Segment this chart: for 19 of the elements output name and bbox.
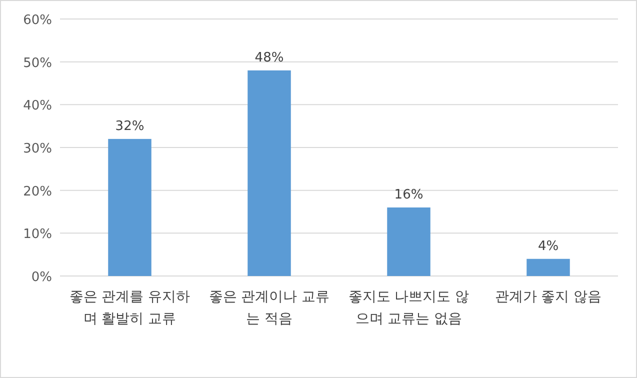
x-tick-label: 좋은 관계를 유지하며 활발히 교류 — [68, 288, 192, 329]
data-label: 16% — [394, 187, 424, 202]
bar — [248, 70, 291, 276]
y-tick-label: 20% — [23, 184, 52, 200]
y-tick-label: 30% — [23, 142, 52, 156]
y-tick-label: 10% — [23, 227, 52, 242]
x-tick-label: 좋은 관계이나 교류는 적음 — [208, 288, 331, 329]
y-tick-label: 50% — [23, 56, 52, 71]
data-label: 32% — [115, 118, 144, 134]
bar — [526, 258, 570, 276]
y-tick-label: 40% — [23, 98, 52, 114]
x-tick-label: 관계가 좋지 않음 — [494, 288, 603, 307]
bar — [387, 207, 430, 276]
y-tick-label: 60% — [23, 13, 52, 28]
bar — [108, 138, 152, 276]
x-tick-label: 좋지도 나쁘지도 않으며 교류는 없음 — [347, 288, 470, 329]
y-tick-label: 0% — [31, 270, 52, 285]
data-label: 48% — [254, 50, 284, 66]
data-label: 4% — [538, 238, 559, 254]
